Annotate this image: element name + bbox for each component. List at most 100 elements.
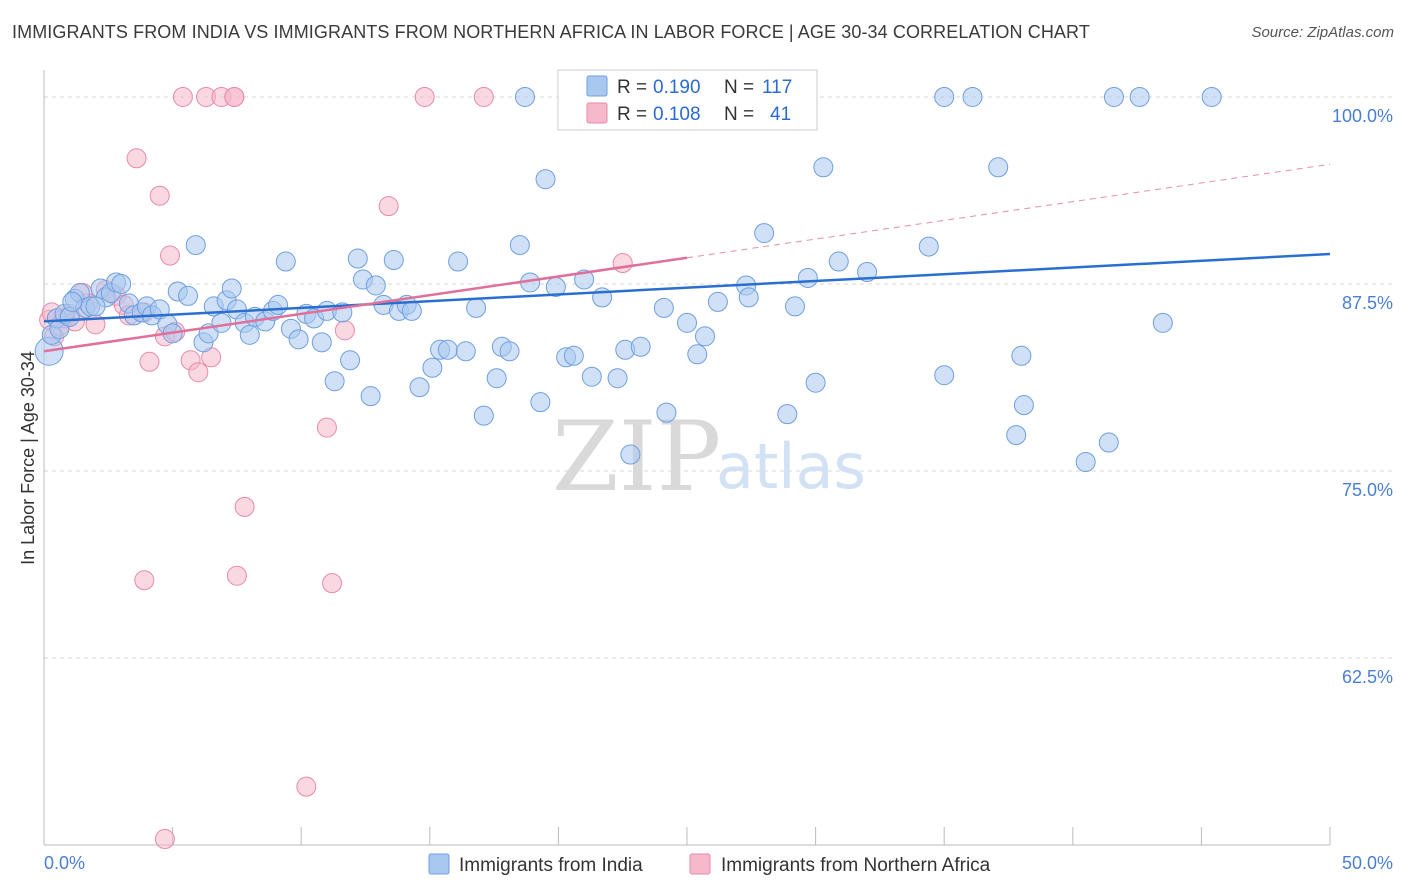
india-point-88	[707, 291, 728, 312]
india-point-65	[473, 405, 494, 426]
africa-point-14	[126, 148, 147, 169]
legend-r-label-india: R =	[617, 77, 647, 98]
africa-point-21	[172, 86, 193, 107]
africa-trend-line	[43, 256, 688, 353]
india-point-34	[239, 324, 260, 345]
india-point-72	[535, 169, 556, 190]
india-point-96	[813, 157, 834, 178]
india-point-31	[221, 278, 242, 299]
africa-point-19	[160, 245, 181, 266]
legend-n-label-india: N =	[724, 77, 754, 98]
africa-point-37	[134, 570, 155, 591]
africa-point-36	[612, 253, 633, 274]
africa-point-39	[296, 776, 317, 797]
trend-extension	[686, 163, 1331, 259]
india-point-14	[111, 273, 132, 294]
india-point-38	[268, 294, 289, 315]
india-point-109	[514, 86, 535, 107]
india-point-102	[988, 157, 1009, 178]
india-point-66	[486, 368, 507, 389]
india-point-24	[178, 285, 199, 306]
chart-title: IMMIGRANTS FROM INDIA VS IMMIGRANTS FROM…	[12, 22, 1090, 42]
india-point-107	[1098, 432, 1119, 453]
india-point-58	[409, 377, 430, 398]
africa-points	[39, 86, 633, 850]
x-tick-label-min: 0.0%	[44, 853, 85, 873]
africa-point-38	[224, 86, 245, 107]
india-point-95	[805, 372, 826, 393]
x-tick-label-max: 50.0%	[1342, 853, 1393, 873]
legend: R = 0.190 N = 117 R = 0.108 N = 41	[557, 69, 818, 131]
india-point-113	[1129, 86, 1150, 107]
africa-point-30	[316, 417, 337, 438]
india-point-92	[777, 404, 798, 425]
africa-point-16	[139, 351, 160, 372]
india-point-71	[530, 392, 551, 413]
india-point-87	[695, 326, 716, 347]
india-point-29	[211, 312, 232, 333]
india-point-97	[828, 251, 849, 272]
india-point-90	[738, 287, 759, 308]
india-point-62	[448, 251, 469, 272]
india-point-108	[1152, 312, 1173, 333]
india-point-25	[185, 235, 206, 256]
india-point-54	[383, 250, 404, 271]
legend-n-label-africa: N =	[724, 104, 754, 125]
legend-r-value-africa: 0.108	[653, 104, 701, 125]
india-point-48	[340, 350, 361, 371]
india-point-82	[630, 336, 651, 357]
india-point-75	[563, 345, 584, 366]
africa-trend-extension	[686, 163, 1331, 259]
bottom-legend-label-india: Immigrants from India	[459, 855, 643, 876]
india-point-44	[311, 332, 332, 353]
india-point-93	[785, 296, 806, 317]
india-point-104	[1011, 345, 1032, 366]
legend-r-value-india: 0.190	[653, 77, 701, 98]
y-axis-label: In Labor Force | Age 30-34	[18, 351, 38, 565]
india-point-106	[1075, 452, 1096, 472]
trend-lines	[43, 252, 1331, 353]
india-point-49	[347, 248, 368, 269]
india-point-41	[288, 329, 309, 350]
india-point-57	[401, 300, 422, 321]
legend-n-value-india: 117	[762, 77, 792, 98]
legend-swatch-africa	[586, 102, 608, 124]
bottom-legend-label-africa: Immigrants from Northern Africa	[721, 855, 991, 876]
africa-point-33	[378, 196, 399, 217]
india-trend-line	[43, 252, 1331, 323]
india-point-112	[1103, 86, 1124, 107]
india-point-76	[574, 269, 595, 290]
india-point-85	[677, 312, 697, 333]
africa-point-23	[188, 362, 209, 383]
india-point-77	[581, 366, 602, 387]
india-point-84	[656, 402, 677, 423]
y-tick-label-2: 87.5%	[1342, 293, 1393, 313]
legend-swatch-india	[586, 75, 608, 97]
india-point-64	[466, 297, 487, 318]
india-point-63	[455, 341, 476, 362]
india-point-79	[607, 368, 628, 389]
india-point-81	[620, 444, 641, 465]
y-tick-label-0: 62.5%	[1342, 667, 1393, 687]
india-point-52	[365, 275, 386, 296]
india-point-116	[85, 296, 106, 317]
india-point-51	[360, 386, 381, 407]
bottom-legend: Immigrants from India Immigrants from No…	[428, 853, 991, 876]
y-tick-labels: 62.5% 75.0% 87.5% 100.0%	[1332, 106, 1393, 687]
x-tick-marks	[172, 827, 1331, 845]
india-point-111	[934, 86, 955, 107]
watermark: ZIP atlas	[552, 401, 866, 513]
bottom-legend-swatch-india	[428, 853, 450, 875]
africa-point-29	[226, 565, 247, 586]
bottom-legend-swatch-africa	[689, 853, 711, 875]
india-point-105	[1013, 395, 1034, 416]
watermark-atlas: atlas	[716, 430, 866, 503]
india-point-69	[509, 235, 530, 256]
africa-point-28	[234, 496, 255, 517]
india-point-100	[934, 365, 955, 386]
india-point-103	[1006, 425, 1027, 446]
legend-n-value-africa: 41	[770, 104, 791, 125]
india-point-94	[797, 267, 818, 288]
source-credit: Source: ZipAtlas.com	[1251, 24, 1394, 41]
